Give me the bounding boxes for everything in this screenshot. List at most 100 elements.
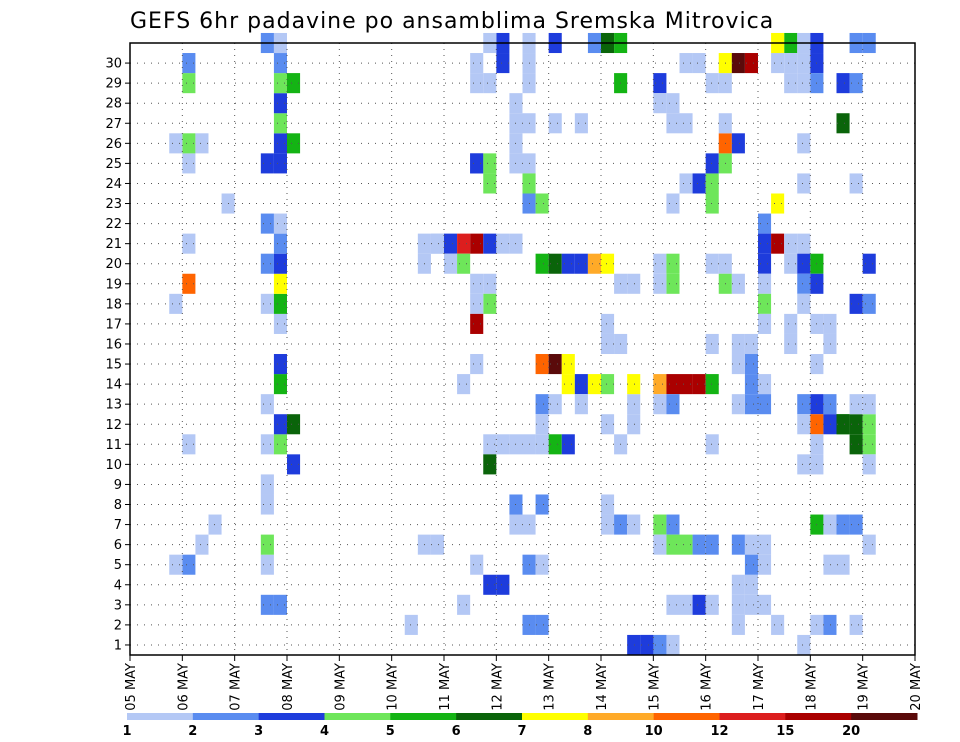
heatmap-cell [862, 534, 876, 555]
legend-label: 3 [254, 724, 263, 739]
heatmap-cell [862, 454, 876, 475]
legend-label: 1 [122, 724, 131, 739]
dotted-grid [130, 43, 915, 655]
legend-label: 20 [842, 724, 860, 739]
heatmap-cell [182, 273, 196, 294]
y-tick-label: 22 [105, 217, 122, 232]
heatmap-cell [470, 53, 484, 74]
y-tick-label: 26 [105, 137, 122, 152]
heatmap-cell [535, 193, 549, 214]
heatmap-cell [574, 394, 588, 415]
y-tick-label: 11 [105, 438, 122, 453]
y-tick-label: 25 [105, 157, 122, 172]
heatmap-cell [731, 394, 745, 415]
heatmap-cell [587, 253, 601, 274]
heatmap-cell [601, 333, 615, 355]
heatmap-cell [679, 374, 693, 395]
heatmap-cell [797, 73, 811, 94]
heatmap-cell [797, 173, 811, 194]
y-tick-label: 29 [105, 77, 122, 92]
x-tick-label: 09 MAY [333, 663, 348, 711]
heatmap-cell [731, 574, 745, 595]
heatmap-cell [797, 634, 811, 655]
heatmap-cell [260, 474, 274, 495]
heatmap-cell [653, 394, 667, 415]
heatmap-cell [601, 374, 615, 395]
x-tick-label: 20 MAY [909, 663, 924, 711]
heatmap-cell [287, 414, 301, 435]
heatmap-cell [470, 354, 484, 375]
heatmap-cell [273, 73, 287, 94]
heatmap-cell [627, 514, 641, 535]
heatmap-cell [705, 193, 719, 214]
heatmap-cell [287, 454, 301, 475]
heatmap-cell [862, 434, 876, 455]
heatmap-cell [758, 273, 772, 294]
legend-swatch [127, 713, 194, 720]
heatmap-cell [758, 374, 772, 395]
heatmap-cell [744, 333, 758, 355]
heatmap-cell [849, 614, 863, 635]
heatmap-cell [561, 434, 575, 455]
heatmap-cell [758, 253, 772, 274]
heatmap-cell [444, 233, 458, 254]
heatmap-cell [784, 313, 798, 334]
heatmap-cell [679, 594, 693, 615]
legend-label: 7 [517, 724, 526, 739]
heatmap-cell [771, 614, 785, 635]
heatmap-cell [849, 173, 863, 194]
heatmap-cell [731, 354, 745, 375]
heatmap-cell [548, 253, 562, 274]
heatmap-cell [470, 233, 484, 254]
heatmap-cell [666, 634, 680, 655]
heatmap-cell [823, 614, 837, 635]
heatmap-cell [627, 273, 641, 294]
y-tick-label: 30 [105, 57, 122, 72]
x-tick-label: 18 MAY [804, 663, 819, 711]
y-tick-label: 6 [114, 538, 122, 553]
heatmap-cell [561, 374, 575, 395]
heatmap-cell [705, 374, 719, 395]
x-tick-label: 15 MAY [647, 663, 662, 711]
legend-label: 12 [710, 724, 728, 739]
heatmap-cell [574, 253, 588, 274]
heatmap-cell [260, 434, 274, 455]
legend-label: 8 [583, 724, 592, 739]
y-tick-label: 1 [114, 638, 122, 653]
heatmap-cell [169, 554, 183, 575]
x-tick-label: 17 MAY [752, 663, 767, 711]
y-tick-label: 8 [114, 498, 122, 513]
x-tick-label: 06 MAY [176, 663, 191, 711]
chart-title: GEFS 6hr padavine po ansamblima Sremska … [130, 9, 774, 34]
heatmap-cell [535, 614, 549, 635]
y-tick-label: 5 [114, 558, 122, 573]
y-tick-label: 16 [105, 337, 122, 352]
heatmap-cell [731, 594, 745, 615]
heatmap-cell [208, 514, 222, 535]
heatmap-cell [273, 374, 287, 395]
heatmap-cell [444, 253, 458, 274]
legend-swatch [456, 713, 523, 720]
heatmap-cell [758, 534, 772, 555]
y-tick-label: 13 [105, 398, 122, 413]
heatmap-cell [666, 193, 680, 214]
y-tick-label: 28 [105, 97, 122, 112]
heatmap-cell [273, 313, 287, 334]
x-tick-label: 16 MAY [700, 663, 715, 711]
heatmap-cell [273, 434, 287, 455]
heatmap-cell [705, 534, 719, 555]
legend-label: 10 [645, 724, 663, 739]
plot-frame [129, 42, 916, 656]
heatmap-cell [731, 53, 745, 74]
heatmap-cell [470, 293, 484, 314]
legend-swatch [192, 713, 260, 720]
heatmap-cell [797, 454, 811, 475]
heatmap-cell [273, 354, 287, 375]
heatmap-cell [273, 153, 287, 174]
heatmap-cell [797, 253, 811, 274]
heatmap-cell [705, 333, 719, 355]
heatmap-cell [496, 574, 510, 595]
heatmap-cell [496, 434, 510, 455]
heatmap-cell [797, 394, 811, 415]
